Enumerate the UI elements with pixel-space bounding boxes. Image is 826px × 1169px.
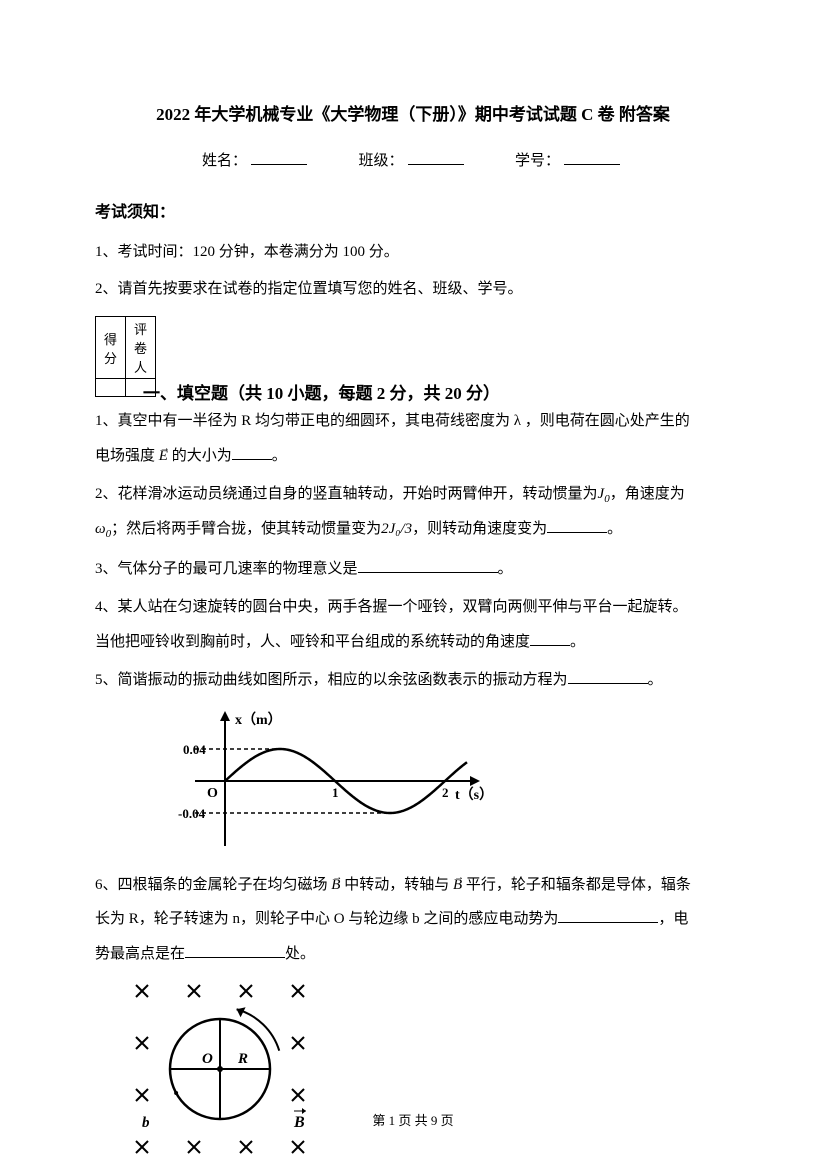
svg-text:R: R	[237, 1051, 248, 1067]
section1-heading: 一、填空题（共 10 小题，每题 2 分，共 20 分）	[143, 379, 731, 404]
q2-line2-post: ，则转动角速度变为	[412, 521, 547, 537]
q2-J0: J0	[598, 486, 610, 502]
score-box-col2: 评卷人	[126, 317, 156, 379]
question-5: 5、简谐振动的振动曲线如图所示，相应的以余弦函数表示的振动方程为 。	[95, 663, 731, 698]
q6-line3-end: 处。	[285, 946, 315, 962]
q4-blank	[530, 632, 570, 646]
page-footer: 第 1 页 共 9 页	[0, 1110, 826, 1129]
q2-omega0: ω0	[95, 521, 111, 537]
question-1: 1、真空中有一半径为 R 均匀带正电的细圆环，其电荷线密度为 λ ，则电荷在圆心…	[95, 404, 731, 473]
q6-line1-pre: 6、四根辐条的金属轮子在均匀磁场	[95, 877, 331, 893]
q4-line2: 当他把哑铃收到胸前时，人、哑铃和平台组成的系统转动的角速度	[95, 634, 530, 650]
q1-line2-pre: 电场强度	[95, 448, 159, 464]
q6-line2-end: ，电	[658, 911, 688, 927]
svg-text:x（m）: x（m）	[235, 712, 282, 728]
q2-fraction: 2J₀/3	[381, 521, 412, 537]
score-box-col1: 得分	[96, 317, 126, 379]
id-blank	[564, 151, 620, 165]
q3-blank	[358, 559, 498, 573]
vector-E: E	[159, 448, 168, 464]
notice-heading: 考试须知：	[95, 198, 731, 222]
q6-line3: 势最高点是在	[95, 946, 185, 962]
q6-line1-mid: 中转动，转轴与	[340, 877, 453, 893]
name-label: 姓名：	[202, 153, 247, 169]
vector-B1: B	[331, 877, 340, 893]
q6-blank1	[558, 909, 658, 923]
wheel-svg: ORbB	[95, 979, 345, 1159]
exam-title: 2022 年大学机械专业《大学物理（下册）》期中考试试题 C 卷 附答案	[95, 100, 731, 125]
q1-end: 。	[272, 448, 287, 464]
sine-wave-figure: x（m）t（s）O0.04-0.0412	[175, 706, 731, 856]
q2-line1: 2、花样滑冰运动员绕通过自身的竖直轴转动，开始时两臂伸开，转动惯量为	[95, 486, 598, 502]
q2-line2-mid: ；然后将两手臂合拢，使其转动惯量变为	[111, 521, 381, 537]
q3-text: 3、气体分子的最可几速率的物理意义是	[95, 561, 358, 577]
svg-text:t（s）: t（s）	[455, 787, 493, 803]
instruction-2: 2、请首先按要求在试卷的指定位置填写您的姓名、班级、学号。	[95, 273, 731, 306]
q6-blank2	[185, 944, 285, 958]
q3-end: 。	[498, 561, 513, 577]
question-4: 4、某人站在匀速旋转的圆台中央，两手各握一个哑铃，双臂向两侧平伸与平台一起旋转。…	[95, 590, 731, 659]
question-6: 6、四根辐条的金属轮子在均匀磁场 B 中转动，转轴与 B 平行，轮子和辐条都是导…	[95, 868, 731, 972]
instruction-1: 1、考试时间：120 分钟，本卷满分为 100 分。	[95, 236, 731, 269]
q2-end: 。	[607, 521, 622, 537]
svg-text:O: O	[202, 1051, 213, 1067]
q5-end: 。	[648, 672, 663, 688]
vector-B2: B	[453, 877, 462, 893]
svg-text:-0.04: -0.04	[178, 806, 206, 821]
id-label: 学号：	[515, 153, 560, 169]
q1-blank	[232, 446, 272, 460]
q2-blank	[547, 519, 607, 533]
q1-line2-post: 的大小为	[168, 448, 232, 464]
q4-line1: 4、某人站在匀速旋转的圆台中央，两手各握一个哑铃，双臂向两侧平伸与平台一起旋转。	[95, 599, 688, 615]
class-blank	[408, 151, 464, 165]
q6-line2: 长为 R，轮子转速为 n，则轮子中心 O 与轮边缘 b 之间的感应电动势为	[95, 911, 558, 927]
q5-blank	[568, 670, 648, 684]
q5-text: 5、简谐振动的振动曲线如图所示，相应的以余弦函数表示的振动方程为	[95, 672, 568, 688]
sine-wave-svg: x（m）t（s）O0.04-0.0412	[175, 706, 495, 856]
class-label: 班级：	[358, 153, 403, 169]
svg-text:2: 2	[442, 785, 449, 800]
svg-text:1: 1	[332, 785, 339, 800]
q1-line1: 1、真空中有一半径为 R 均匀带正电的细圆环，其电荷线密度为 λ ，则电荷在圆心…	[95, 413, 690, 429]
q2-line1-end: ，角速度为	[610, 486, 685, 502]
svg-text:O: O	[207, 786, 218, 801]
q4-end: 。	[570, 634, 585, 650]
wheel-figure: ORbB	[95, 979, 731, 1159]
name-blank	[251, 151, 307, 165]
q6-line1-post: 平行，轮子和辐条都是导体，辐条	[462, 877, 691, 893]
student-info-line: 姓名： 班级： 学号：	[95, 149, 731, 170]
score-box-empty1	[96, 379, 126, 397]
question-3: 3、气体分子的最可几速率的物理意义是 。	[95, 552, 731, 587]
question-2: 2、花样滑冰运动员绕通过自身的竖直轴转动，开始时两臂伸开，转动惯量为J0，角速度…	[95, 477, 731, 548]
